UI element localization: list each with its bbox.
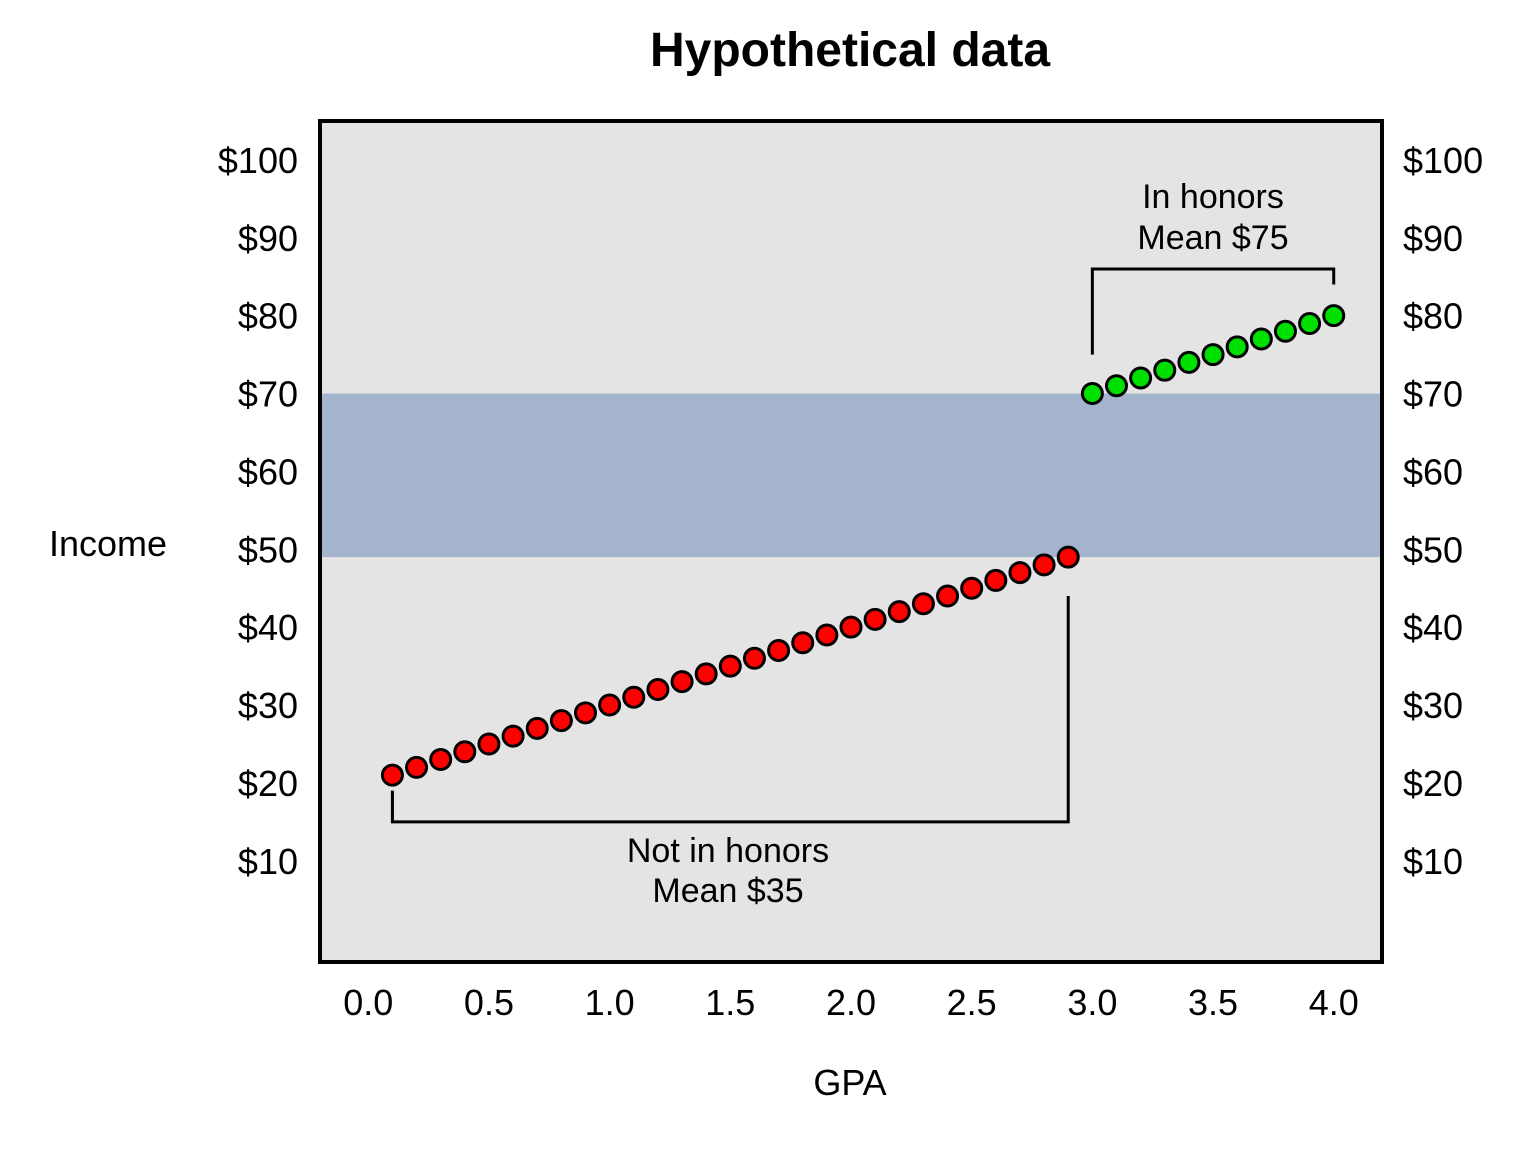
x-tick-label: 3.0 xyxy=(1067,982,1117,1023)
point-not-in-honors xyxy=(1008,561,1032,585)
point-not-in-honors xyxy=(622,685,646,709)
point-not-in-honors xyxy=(549,709,573,733)
y-tick-label-right: $100 xyxy=(1403,140,1483,181)
point-not-in-honors xyxy=(718,654,742,678)
y-tick-label-left: $70 xyxy=(238,374,298,415)
point-not-in-honors xyxy=(405,755,429,779)
point-not-in-honors xyxy=(791,631,815,655)
point-not-in-honors xyxy=(670,670,694,694)
y-tick-label-right: $20 xyxy=(1403,763,1463,804)
x-tick-label: 3.5 xyxy=(1188,982,1238,1023)
annotation-in-honors-line-1: In honors xyxy=(1142,178,1284,216)
x-tick-label: 0.0 xyxy=(343,982,393,1023)
y-axis-left: $10 $20 $30 $40 $50 $60 $70 $80 $90 $100 xyxy=(218,140,298,882)
point-not-in-honors xyxy=(477,732,501,756)
bracket-not-in-honors xyxy=(390,596,1070,824)
x-axis-label: GPA xyxy=(813,1062,886,1103)
point-in-honors xyxy=(1273,319,1297,343)
point-not-in-honors xyxy=(501,724,525,748)
point-not-in-honors xyxy=(984,568,1008,592)
x-tick-label: 0.5 xyxy=(464,982,514,1023)
y-tick-label-left: $100 xyxy=(218,140,298,181)
point-in-honors xyxy=(1322,304,1346,328)
point-not-in-honors xyxy=(911,592,935,616)
y-tick-label-right: $60 xyxy=(1403,451,1463,492)
x-tick-label: 1.5 xyxy=(705,982,755,1023)
point-not-in-honors xyxy=(767,639,791,663)
point-not-in-honors xyxy=(646,677,670,701)
point-not-in-honors xyxy=(887,600,911,624)
point-in-honors xyxy=(1249,327,1273,351)
y-tick-label-left: $10 xyxy=(238,841,298,882)
point-in-honors xyxy=(1129,366,1153,390)
y-tick-label-right: $90 xyxy=(1403,218,1463,259)
y-tick-label-left: $90 xyxy=(238,218,298,259)
y-tick-label-left: $40 xyxy=(238,607,298,648)
point-not-in-honors xyxy=(863,607,887,631)
point-in-honors xyxy=(1177,350,1201,374)
y-tick-label-left: $60 xyxy=(238,451,298,492)
annotation-brackets xyxy=(390,267,1336,824)
y-tick-label-right: $10 xyxy=(1403,841,1463,882)
highlight-band xyxy=(320,393,1382,558)
point-not-in-honors xyxy=(380,763,404,787)
y-tick-label-left: $50 xyxy=(238,529,298,570)
x-axis: 0.0 0.5 1.0 1.5 2.0 2.5 3.0 3.5 4.0 xyxy=(343,982,1359,1023)
point-in-honors xyxy=(1153,358,1177,382)
point-not-in-honors xyxy=(525,716,549,740)
y-axis-right: $10 $20 $30 $40 $50 $60 $70 $80 $90 $100 xyxy=(1403,140,1483,882)
point-not-in-honors xyxy=(429,748,453,772)
point-not-in-honors xyxy=(936,584,960,608)
point-not-in-honors xyxy=(574,701,597,725)
point-not-in-honors xyxy=(742,646,766,670)
annotation-in-honors-line-2: Mean $75 xyxy=(1137,219,1288,257)
point-not-in-honors xyxy=(694,662,718,686)
annotation-not-in-honors-line-2: Mean $35 xyxy=(652,872,803,910)
point-in-honors xyxy=(1225,335,1249,359)
x-tick-label: 4.0 xyxy=(1309,982,1359,1023)
point-in-honors xyxy=(1105,374,1128,398)
point-not-in-honors xyxy=(1056,545,1080,569)
y-tick-label-right: $70 xyxy=(1403,374,1463,415)
data-points xyxy=(380,304,1346,787)
point-in-honors xyxy=(1201,343,1225,367)
plot-frame xyxy=(318,119,1384,964)
point-not-in-honors xyxy=(839,615,863,639)
point-not-in-honors xyxy=(815,623,839,647)
x-tick-label: 2.0 xyxy=(826,982,876,1023)
annotation-not-in-honors-line-1: Not in honors xyxy=(627,832,829,870)
y-tick-label-left: $30 xyxy=(238,685,298,726)
x-tick-label: 2.5 xyxy=(947,982,997,1023)
point-in-honors xyxy=(1298,311,1322,335)
point-in-honors xyxy=(1080,382,1104,406)
y-axis-label: Income xyxy=(49,523,167,564)
y-tick-label-left: $20 xyxy=(238,763,298,804)
point-not-in-honors xyxy=(1032,553,1056,577)
bracket-in-honors xyxy=(1090,267,1336,355)
point-not-in-honors xyxy=(453,740,477,764)
y-tick-label-right: $40 xyxy=(1403,607,1463,648)
y-tick-label-right: $80 xyxy=(1403,296,1463,337)
point-not-in-honors xyxy=(960,576,984,600)
chart-title: Hypothetical data xyxy=(650,24,1050,77)
y-tick-label-right: $30 xyxy=(1403,685,1463,726)
point-not-in-honors xyxy=(598,693,622,717)
x-tick-label: 1.0 xyxy=(585,982,635,1023)
y-tick-label-right: $50 xyxy=(1403,529,1463,570)
y-tick-label-left: $80 xyxy=(238,296,298,337)
